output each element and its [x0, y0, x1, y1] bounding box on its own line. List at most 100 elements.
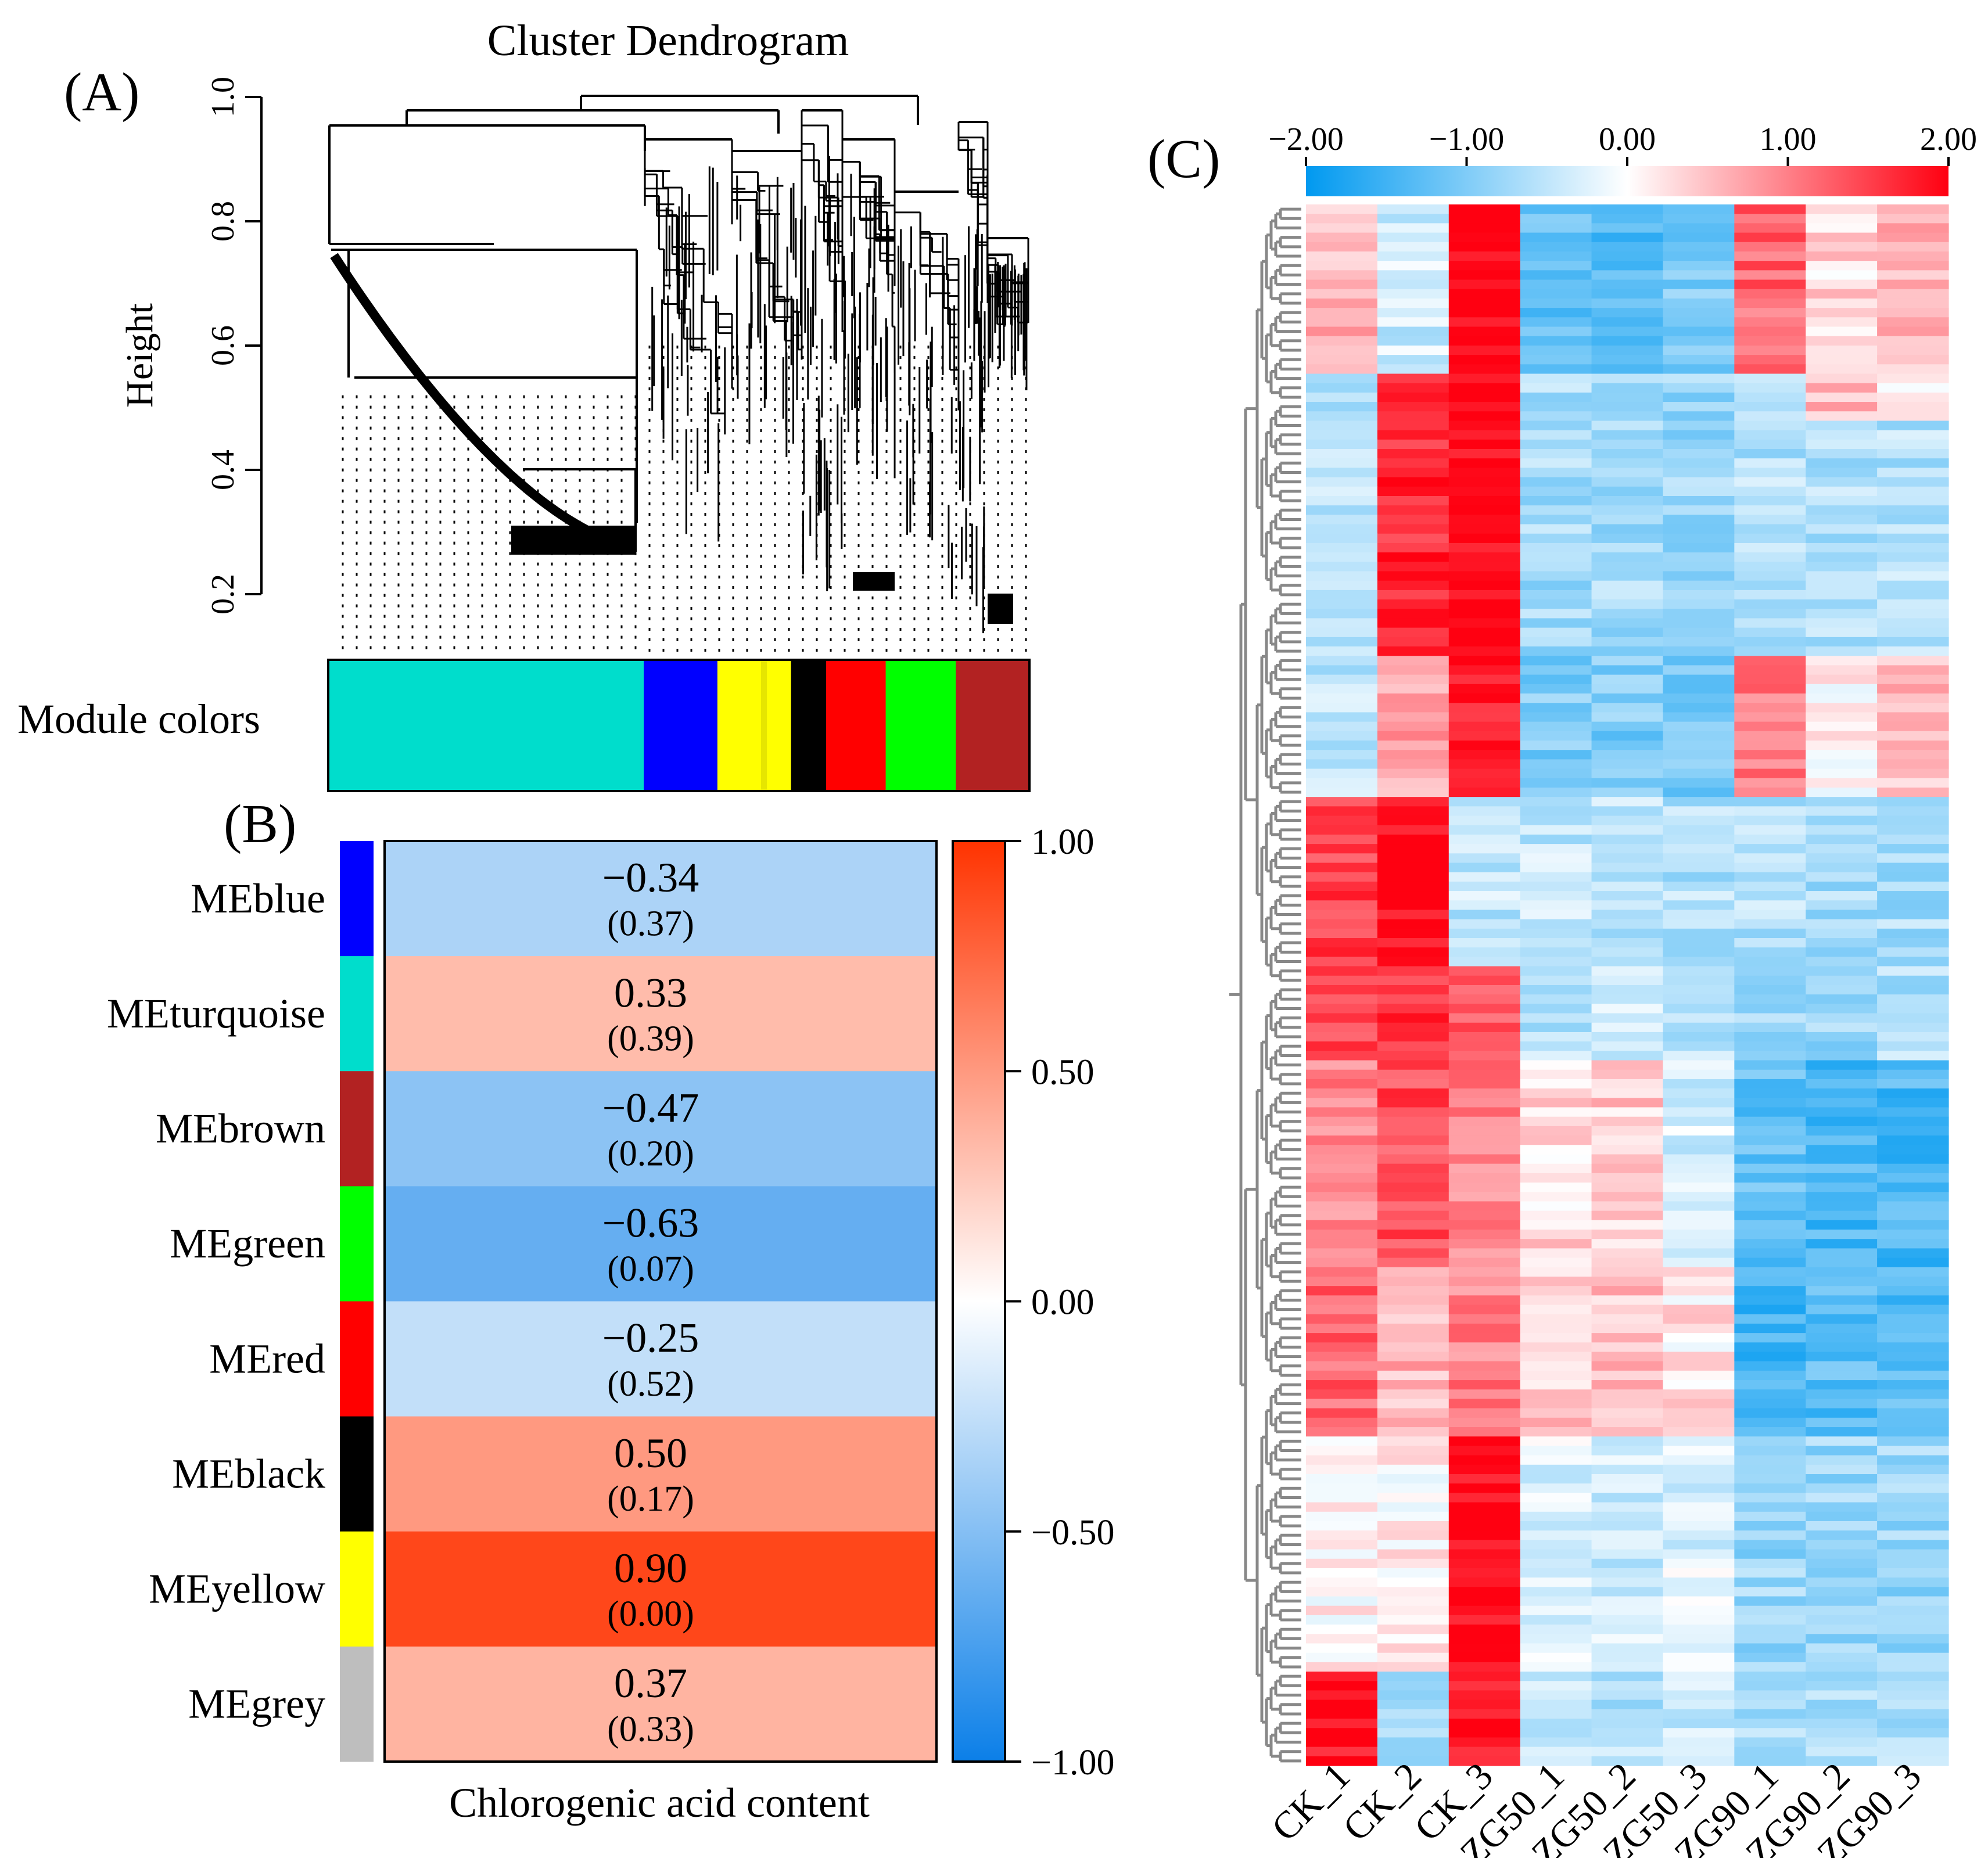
heatmap-cell — [1520, 373, 1592, 384]
heatmap-cell — [1448, 825, 1521, 835]
heatmap-cell — [1806, 1417, 1878, 1428]
heatmap-cell — [1520, 289, 1592, 299]
heatmap-cell — [1734, 1079, 1806, 1089]
heatmap-cell — [1591, 1041, 1664, 1051]
heatmap-cell — [1306, 477, 1378, 487]
heatmap-cell — [1520, 1051, 1592, 1061]
heatmap-cell — [1306, 1756, 1378, 1766]
heatmap-cell — [1877, 373, 1949, 384]
heatmap-cell — [1448, 1220, 1521, 1230]
heatmap-cell — [1306, 1446, 1378, 1456]
heatmap-cell — [1877, 1643, 1949, 1654]
heatmap-cell — [1663, 966, 1735, 976]
correlation-value: −0.25 — [602, 1315, 699, 1361]
heatmap-cell — [1663, 731, 1735, 741]
heatmap-cell — [1520, 797, 1592, 807]
heatmap-cell — [1663, 881, 1735, 892]
correlation-cell — [385, 1301, 936, 1417]
heatmap-cell — [1734, 815, 1806, 826]
heatmap-cell — [1448, 1558, 1521, 1569]
heatmap-cell — [1663, 515, 1735, 525]
heatmap-cell — [1806, 1502, 1878, 1512]
heatmap-cell — [1663, 1672, 1735, 1681]
heatmap-cell — [1306, 1662, 1378, 1672]
heatmap-cell — [1520, 806, 1592, 817]
heatmap-cell — [1591, 1276, 1664, 1286]
heatmap-cell — [1663, 1304, 1735, 1315]
dendrogram-branch-mass — [511, 526, 636, 555]
heatmap-cell — [1591, 1022, 1664, 1033]
heatmap-cell — [1663, 1436, 1735, 1447]
heatmap-cell — [1663, 1587, 1735, 1597]
heatmap-cell — [1806, 759, 1878, 770]
heatmap-cell — [1806, 524, 1878, 534]
heatmap-cell — [1448, 1399, 1521, 1409]
heatmap-cell — [1806, 270, 1878, 281]
heatmap-cell — [1877, 345, 1949, 355]
heatmap-cell — [1806, 1511, 1878, 1522]
heatmap-cell — [1306, 844, 1378, 854]
heatmap-cell — [1377, 477, 1449, 487]
heatmap-cell — [1377, 1408, 1449, 1418]
heatmap-cell — [1306, 740, 1378, 750]
heatmap-cell — [1520, 298, 1592, 308]
heatmap-cell — [1306, 862, 1378, 873]
heatmap-cell — [1734, 1502, 1806, 1512]
heatmap-cell — [1520, 242, 1592, 252]
heatmap-cell — [1306, 825, 1378, 835]
heatmap-cell — [1591, 1643, 1664, 1654]
heatmap-cell — [1306, 1681, 1378, 1691]
heatmap-cell — [1806, 383, 1878, 393]
heatmap-cell — [1806, 1032, 1878, 1042]
heatmap-cell — [1806, 627, 1878, 638]
heatmap-cell — [1663, 703, 1735, 713]
heatmap-cell — [1520, 1521, 1592, 1531]
heatmap-cell — [1448, 533, 1521, 544]
heatmap-cell — [1734, 402, 1806, 412]
heatmap-cell — [1377, 1690, 1449, 1701]
heatmap-cell — [1663, 1333, 1735, 1343]
heatmap-cell — [1591, 966, 1664, 976]
expression-heatmap — [1306, 204, 1949, 1766]
heatmap-cell — [1306, 515, 1378, 525]
heatmap-cell — [1877, 261, 1949, 271]
heatmap-cell — [1306, 1596, 1378, 1607]
heatmap-cell — [1448, 1060, 1521, 1070]
heatmap-cell — [1520, 1267, 1592, 1277]
heatmap-cell — [1306, 1239, 1378, 1249]
heatmap-cell — [1877, 910, 1949, 920]
column-label: CK_2 — [1335, 1755, 1430, 1849]
heatmap-cell — [1306, 392, 1378, 402]
heatmap-cell — [1377, 834, 1449, 844]
heatmap-cell — [1306, 1502, 1378, 1512]
colorbar-tick-label: 2.00 — [1920, 121, 1977, 157]
heatmap-cell — [1306, 1568, 1378, 1578]
heatmap-cell — [1448, 1474, 1521, 1484]
module-label: MEred — [209, 1335, 325, 1382]
heatmap-cell — [1663, 251, 1735, 261]
heatmap-cell — [1877, 768, 1949, 779]
heatmap-cell — [1877, 1145, 1949, 1155]
heatmap-cell — [1877, 1116, 1949, 1127]
heatmap-cell — [1663, 1183, 1735, 1192]
heatmap-cell — [1734, 994, 1806, 1004]
heatmap-cell — [1734, 1634, 1806, 1644]
heatmap-cell — [1377, 1605, 1449, 1616]
heatmap-cell — [1306, 1511, 1378, 1522]
heatmap-cell — [1877, 778, 1949, 788]
heatmap-cell — [1806, 1079, 1878, 1089]
heatmap-cell — [1734, 355, 1806, 365]
heatmap-cell — [1591, 542, 1664, 553]
heatmap-cell — [1377, 1210, 1449, 1221]
heatmap-cell — [1877, 326, 1949, 337]
heatmap-cell — [1806, 542, 1878, 553]
heatmap-cell — [1306, 1098, 1378, 1108]
heatmap-cell — [1734, 1681, 1806, 1691]
heatmap-cell — [1806, 1436, 1878, 1447]
heatmap-cell — [1520, 308, 1592, 318]
module-label: MEbrown — [156, 1105, 325, 1152]
heatmap-cell — [1377, 844, 1449, 854]
heatmap-cell — [1591, 1107, 1664, 1117]
heatmap-cell — [1663, 1380, 1735, 1390]
heatmap-cell — [1877, 383, 1949, 393]
